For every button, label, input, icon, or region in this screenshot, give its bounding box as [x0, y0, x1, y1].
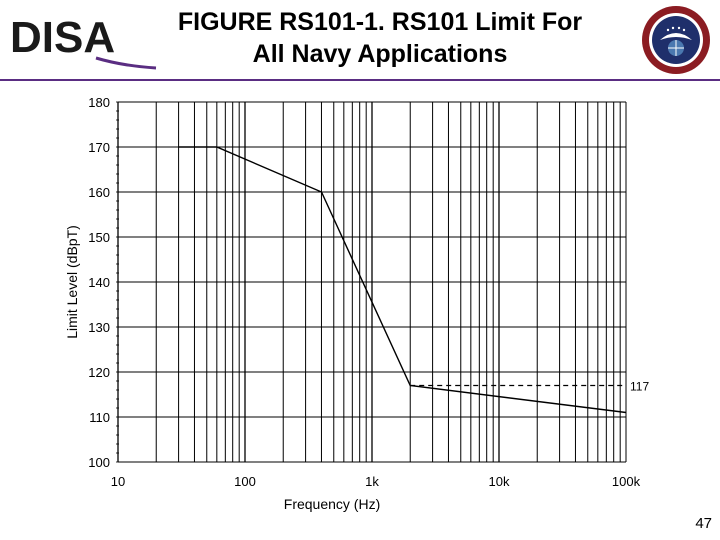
y-tick-label: 170	[88, 140, 110, 155]
y-axis-label: Limit Level (dBpT)	[64, 225, 80, 339]
y-tick-label: 180	[88, 95, 110, 110]
y-tick-label: 160	[88, 185, 110, 200]
y-tick-label: 110	[89, 410, 110, 425]
y-tick-label: 120	[88, 365, 110, 380]
disa-logo: DISA	[10, 13, 157, 70]
x-tick-label: 1k	[365, 474, 379, 489]
y-tick-label: 130	[88, 320, 110, 335]
disa-logo-text: DISA	[10, 13, 115, 62]
annotation-label: 117	[630, 380, 649, 394]
limit-line	[178, 146, 627, 414]
x-tick-label: 10	[111, 474, 125, 489]
y-tick-label: 150	[88, 230, 110, 245]
slide-title-line1: FIGURE RS101-1. RS101 Limit For	[177, 8, 583, 36]
slide-title-line2: All Navy Applications	[252, 40, 508, 68]
dod-seal-icon	[642, 6, 710, 74]
page-number: 47	[695, 515, 712, 532]
x-tick-label: 100k	[612, 474, 641, 489]
x-tick-label: 10k	[489, 474, 510, 489]
header-divider	[0, 79, 720, 81]
slide-title: FIGURE RS101-1. RS101 Limit For All Navy…	[140, 6, 620, 70]
x-tick-label: 100	[234, 474, 256, 489]
y-tick-label: 140	[88, 275, 110, 290]
x-axis-label: Frequency (Hz)	[284, 496, 380, 512]
y-tick-label: 100	[88, 455, 110, 470]
slide-header: DISA FIGURE RS101-1. RS101 Limit For All…	[0, 0, 720, 81]
